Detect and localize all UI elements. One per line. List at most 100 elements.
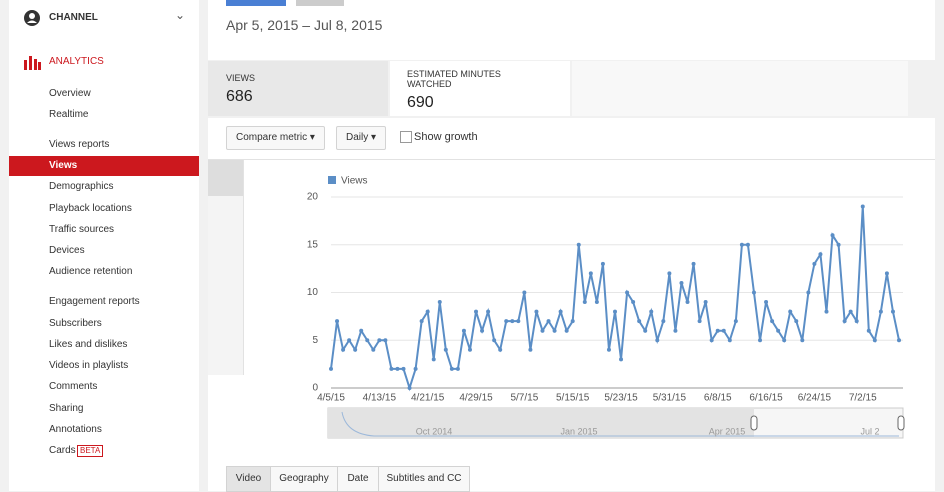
point — [794, 319, 799, 324]
channel-link[interactable]: CHANNEL — [49, 12, 98, 23]
point — [637, 319, 642, 324]
point — [347, 338, 352, 343]
metric-card[interactable] — [208, 61, 388, 116]
point — [884, 271, 889, 276]
nav-item[interactable]: Playback locations — [49, 203, 132, 214]
chart-type-line[interactable] — [208, 160, 243, 196]
growth-label: Show growth — [414, 131, 478, 143]
nav-item[interactable]: Cards — [49, 445, 76, 456]
point — [558, 309, 563, 314]
metric-card[interactable] — [390, 61, 570, 116]
nav-item[interactable]: Devices — [49, 245, 85, 256]
metric-label: VIEWS — [226, 73, 256, 83]
point — [643, 328, 648, 333]
point — [540, 328, 545, 333]
nav-item[interactable]: Subscribers — [49, 318, 102, 329]
x-tick-label: 5/31/15 — [653, 393, 687, 404]
metric-value: 690 — [407, 94, 434, 111]
nav-item[interactable]: Annotations — [49, 424, 102, 435]
navigator-handle[interactable] — [897, 415, 905, 431]
legend-label: Views — [341, 176, 368, 187]
nav-item[interactable]: Comments — [49, 381, 98, 392]
point — [848, 309, 853, 314]
point — [498, 347, 503, 352]
nav-item[interactable]: Audience retention — [49, 266, 133, 277]
nav-item[interactable]: Demographics — [49, 181, 114, 192]
compare-button[interactable]: Compare metric ▾ — [226, 126, 325, 150]
point — [353, 347, 358, 352]
nav-item[interactable]: Videos in playlists — [49, 360, 129, 371]
section-header[interactable]: Views reports — [49, 139, 110, 150]
section-header[interactable]: Engagement reports — [49, 296, 140, 307]
nav-item[interactable]: Traffic sources — [49, 224, 115, 235]
point — [588, 271, 593, 276]
point — [751, 290, 756, 295]
nav-item[interactable]: Likes and dislikes — [49, 339, 128, 350]
point — [673, 328, 678, 333]
point — [812, 261, 817, 266]
navigator-line — [341, 411, 899, 437]
growth-checkbox[interactable] — [400, 131, 412, 143]
point — [872, 338, 877, 343]
point — [631, 300, 636, 305]
nav-item[interactable]: Views — [9, 156, 199, 176]
x-tick-label: 6/24/15 — [798, 393, 832, 404]
point — [770, 319, 775, 324]
divider — [208, 159, 935, 160]
navigator-handle[interactable] — [750, 415, 758, 431]
navigator-label: Oct 2014 — [416, 426, 453, 436]
point — [649, 309, 654, 314]
point — [534, 309, 539, 314]
point — [504, 319, 509, 324]
point — [474, 309, 479, 314]
nav-item[interactable]: Sharing — [49, 403, 84, 414]
point — [788, 309, 793, 314]
point — [552, 328, 557, 333]
x-tick-label: 6/8/15 — [704, 393, 732, 404]
line — [330, 206, 900, 392]
y-tick-label: 0 — [312, 383, 318, 394]
point — [836, 242, 841, 247]
point — [667, 271, 672, 276]
point — [335, 319, 340, 324]
header — [208, 0, 935, 60]
point — [854, 319, 859, 324]
expand-icon[interactable]: ⌄ — [175, 8, 186, 22]
point — [818, 252, 823, 257]
tab[interactable]: Date — [337, 466, 379, 492]
tab[interactable]: Subtitles and CC — [378, 466, 470, 492]
point — [371, 347, 376, 352]
analytics-link[interactable]: ANALYTICS — [49, 56, 104, 67]
point — [685, 300, 690, 305]
point — [480, 328, 485, 333]
nav-item[interactable]: Realtime — [49, 109, 89, 120]
channel-icon — [24, 10, 40, 26]
point — [377, 338, 382, 343]
beta-badge: BETA — [77, 445, 104, 457]
point — [582, 300, 587, 305]
point — [425, 309, 430, 314]
point — [461, 328, 466, 333]
metric-value: 686 — [226, 88, 253, 105]
point — [401, 366, 406, 371]
point — [776, 328, 781, 333]
header-button[interactable] — [226, 0, 286, 6]
nav-item[interactable]: Overview — [49, 88, 91, 99]
sidebar: CHANNEL ⌄ ANALYTICS Overview Realtime View… — [9, 0, 199, 491]
header-button[interactable] — [296, 0, 344, 6]
interval-label: Daily — [346, 132, 369, 143]
point — [890, 309, 895, 314]
interval-button[interactable]: Daily ▾ — [336, 126, 387, 150]
navigator-label: Apr 2015 — [709, 426, 746, 436]
tab[interactable]: Geography — [270, 466, 338, 492]
point — [576, 242, 581, 247]
x-tick-label: 4/21/15 — [411, 393, 445, 404]
point — [413, 366, 418, 371]
point — [715, 328, 720, 333]
point — [806, 290, 811, 295]
point — [745, 242, 750, 247]
analytics-icon — [24, 56, 41, 70]
tab[interactable]: Video — [226, 466, 271, 492]
x-tick-label: 6/16/15 — [749, 393, 783, 404]
